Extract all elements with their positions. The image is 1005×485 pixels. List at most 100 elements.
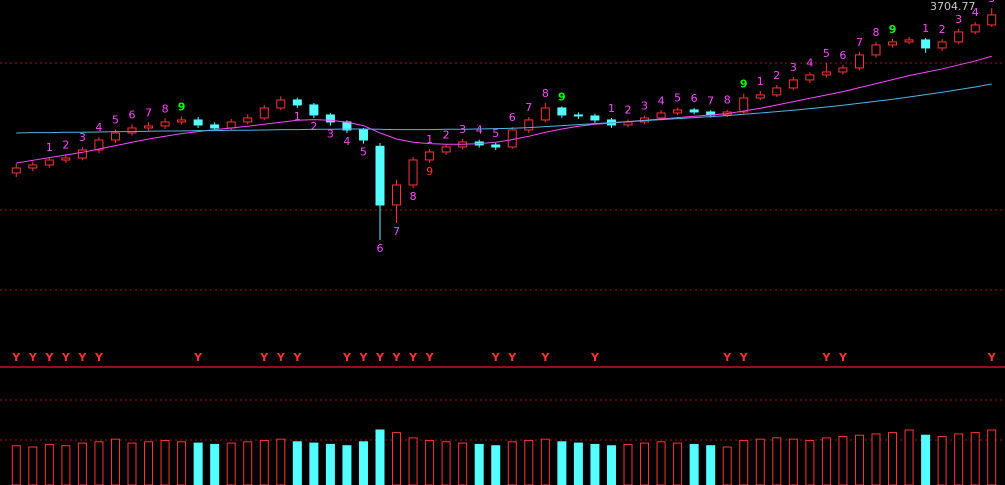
candle-body [243, 117, 253, 123]
signal-mark: Y [392, 351, 402, 364]
volume-bar [854, 434, 864, 485]
candle-body [739, 97, 749, 113]
volume-bar [425, 439, 435, 485]
setup-count: 1 [922, 22, 929, 35]
signal-mark: Y [94, 351, 104, 364]
volume-bar [871, 433, 881, 485]
setup-count: 8 [542, 87, 549, 100]
volume-bar [656, 441, 666, 485]
volume-bar [937, 436, 947, 485]
setup-count: 8 [410, 190, 417, 203]
setup-count: 9 [740, 78, 748, 91]
volume-bar [226, 442, 236, 485]
setup-count: 5 [112, 114, 119, 127]
signal-mark: Y [987, 351, 997, 364]
volume-bar [94, 441, 104, 485]
setup-count: 5 [360, 146, 367, 159]
volume-bar [921, 434, 931, 485]
setup-count: 3 [327, 128, 334, 141]
candle-body [540, 107, 550, 121]
setup-count: 4 [476, 124, 483, 137]
candle-body [937, 41, 947, 49]
volume-bar [392, 432, 402, 485]
setup-count: 4 [806, 56, 813, 69]
candle-body [193, 119, 203, 126]
volume-bar [689, 443, 699, 485]
signal-mark: Y [358, 351, 368, 364]
volume-bar [259, 439, 269, 485]
setup-count: 5 [823, 47, 830, 60]
candle-body [425, 151, 435, 161]
setup-count: 6 [691, 92, 698, 105]
candle-body [94, 139, 104, 151]
volume-bar [888, 432, 898, 485]
signal-mark: Y [838, 351, 848, 364]
signal-mark: Y [276, 351, 286, 364]
signal-mark: Y [590, 351, 600, 364]
candle-body [11, 167, 21, 174]
signal-mark: Y [821, 351, 831, 364]
setup-count: 6 [377, 242, 384, 255]
setup-count: 7 [393, 225, 400, 238]
setup-count: 9 [558, 90, 566, 103]
candle-body [276, 99, 286, 109]
setup-count: 3 [79, 131, 86, 144]
candle-body [127, 127, 137, 134]
candle-body [821, 71, 831, 76]
candle-body [507, 129, 517, 148]
signal-mark: Y [408, 351, 418, 364]
volume-bar [276, 438, 286, 485]
candle-body [838, 67, 848, 73]
setup-count: 8 [724, 94, 731, 107]
volume-bar [623, 443, 633, 485]
candle-body [210, 124, 220, 129]
signal-mark: Y [722, 351, 732, 364]
signal-mark: Y [77, 351, 87, 364]
setup-count: 2 [62, 138, 69, 151]
volume-bar [805, 439, 815, 485]
setup-count: 6 [129, 108, 136, 121]
candle-body [987, 14, 997, 26]
signal-mark: Y [375, 351, 385, 364]
volume-bar [590, 443, 600, 485]
candle-body [160, 121, 170, 127]
candle-body [524, 119, 534, 131]
candle-body [590, 115, 600, 121]
setup-count: 1 [294, 110, 301, 123]
volume-bar [210, 443, 220, 485]
volume-bar [524, 439, 534, 485]
volume-bar [706, 445, 716, 485]
volume-bar [177, 441, 187, 485]
candle-body [788, 79, 798, 89]
candle-body [177, 119, 187, 123]
setup-count: 8 [873, 26, 880, 39]
candle-body [144, 125, 154, 129]
setup-count: 7 [707, 94, 714, 107]
setup-count: 3 [641, 100, 648, 113]
volume-bar [540, 438, 550, 485]
volume-bar [821, 437, 831, 485]
volume-bar [61, 445, 71, 485]
signal-mark: Y [44, 351, 54, 364]
candle-body [623, 121, 633, 126]
volume-bar [375, 429, 385, 485]
volume-bar [292, 441, 302, 485]
signal-mark: Y [11, 351, 21, 364]
candle-body [358, 129, 368, 141]
volume-bar [28, 446, 38, 485]
setup-count: 9 [426, 165, 433, 178]
setup-count: 5 [988, 0, 995, 5]
candle-body [375, 145, 385, 206]
setup-count: 6 [839, 49, 846, 62]
signal-mark: Y [28, 351, 38, 364]
signal-mark: Y [193, 351, 203, 364]
volume-bar [110, 438, 120, 485]
volume-bar [722, 446, 732, 485]
setup-count: 7 [856, 36, 863, 49]
candle-body [292, 99, 302, 106]
candle-body [673, 109, 683, 114]
volume-bar [441, 441, 451, 485]
volume-bar [673, 442, 683, 485]
volume-bar [193, 442, 203, 485]
